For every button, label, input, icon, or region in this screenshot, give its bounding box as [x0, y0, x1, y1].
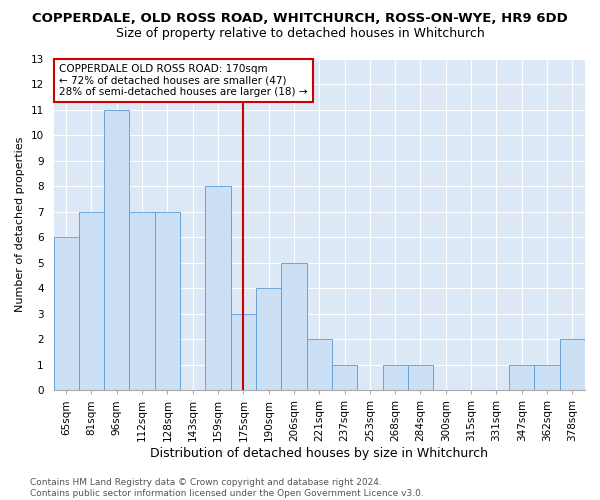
- Bar: [281, 263, 307, 390]
- Bar: [560, 340, 585, 390]
- Bar: [535, 365, 560, 390]
- Text: COPPERDALE, OLD ROSS ROAD, WHITCHURCH, ROSS-ON-WYE, HR9 6DD: COPPERDALE, OLD ROSS ROAD, WHITCHURCH, R…: [32, 12, 568, 26]
- Bar: [230, 314, 256, 390]
- Text: COPPERDALE OLD ROSS ROAD: 170sqm
← 72% of detached houses are smaller (47)
28% o: COPPERDALE OLD ROSS ROAD: 170sqm ← 72% o…: [59, 64, 307, 97]
- Text: Contains HM Land Registry data © Crown copyright and database right 2024.
Contai: Contains HM Land Registry data © Crown c…: [30, 478, 424, 498]
- Bar: [79, 212, 104, 390]
- Y-axis label: Number of detached properties: Number of detached properties: [15, 137, 25, 312]
- Bar: [130, 212, 155, 390]
- Bar: [205, 186, 230, 390]
- Bar: [332, 365, 357, 390]
- Text: Size of property relative to detached houses in Whitchurch: Size of property relative to detached ho…: [116, 28, 484, 40]
- Bar: [509, 365, 535, 390]
- Bar: [256, 288, 281, 390]
- Bar: [155, 212, 180, 390]
- Bar: [408, 365, 433, 390]
- Bar: [307, 340, 332, 390]
- Bar: [53, 238, 79, 390]
- X-axis label: Distribution of detached houses by size in Whitchurch: Distribution of detached houses by size …: [150, 447, 488, 460]
- Bar: [383, 365, 408, 390]
- Bar: [104, 110, 130, 390]
